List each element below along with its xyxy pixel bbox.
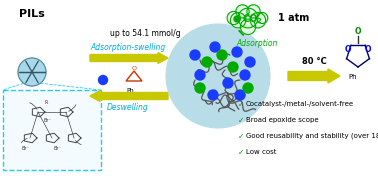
Circle shape — [247, 5, 260, 18]
Text: Ph: Ph — [349, 74, 357, 80]
Text: 80 °C: 80 °C — [302, 58, 326, 67]
Text: PILs: PILs — [19, 9, 45, 19]
Circle shape — [245, 57, 255, 67]
FancyBboxPatch shape — [3, 90, 101, 170]
Text: Good reusability and stability (over 180 h): Good reusability and stability (over 180… — [246, 133, 378, 139]
Circle shape — [236, 5, 249, 18]
FancyArrow shape — [288, 69, 340, 83]
Text: R: R — [44, 100, 48, 105]
Text: O: O — [132, 65, 136, 71]
FancyArrow shape — [90, 90, 168, 102]
Circle shape — [240, 70, 250, 80]
Circle shape — [257, 12, 268, 24]
Circle shape — [217, 50, 227, 60]
Text: O: O — [365, 46, 371, 55]
Circle shape — [202, 57, 212, 67]
Text: Adsorption: Adsorption — [236, 39, 278, 49]
Circle shape — [208, 90, 218, 100]
Text: Broad epoxide scope: Broad epoxide scope — [246, 117, 319, 123]
Text: Br⁻: Br⁻ — [54, 146, 62, 151]
Text: ✓: ✓ — [238, 131, 244, 140]
Text: Adsorption-swelling: Adsorption-swelling — [90, 42, 166, 52]
FancyArrow shape — [90, 52, 168, 64]
Circle shape — [235, 90, 245, 100]
Text: Br⁻: Br⁻ — [22, 146, 30, 151]
Circle shape — [223, 78, 233, 88]
Circle shape — [250, 12, 266, 28]
Text: 2: 2 — [257, 18, 261, 24]
Text: ✓: ✓ — [238, 115, 244, 124]
Circle shape — [99, 76, 107, 84]
Circle shape — [18, 58, 46, 86]
Circle shape — [166, 24, 270, 128]
Text: Br⁻: Br⁻ — [44, 118, 52, 123]
Circle shape — [195, 83, 205, 93]
Text: CO: CO — [242, 14, 258, 24]
Text: ✓: ✓ — [238, 99, 244, 108]
Text: up to 54.1 mmol/g: up to 54.1 mmol/g — [110, 30, 180, 39]
Text: O: O — [345, 46, 351, 55]
Text: Ph: Ph — [126, 87, 134, 93]
Circle shape — [232, 47, 242, 57]
Circle shape — [227, 11, 240, 25]
Text: Deswelling: Deswelling — [107, 102, 149, 112]
Circle shape — [234, 16, 240, 22]
Text: Low cost: Low cost — [246, 149, 276, 155]
Circle shape — [231, 12, 246, 28]
Text: 1 atm: 1 atm — [278, 13, 309, 23]
Text: Cocatalyst-/metal-/solvent-free: Cocatalyst-/metal-/solvent-free — [246, 101, 354, 107]
Circle shape — [240, 19, 256, 34]
Circle shape — [190, 50, 200, 60]
Circle shape — [243, 83, 253, 93]
Circle shape — [210, 42, 220, 52]
Circle shape — [238, 8, 258, 28]
Circle shape — [195, 70, 205, 80]
Text: O: O — [355, 27, 361, 36]
Text: ✓: ✓ — [238, 147, 244, 156]
Circle shape — [228, 62, 238, 72]
